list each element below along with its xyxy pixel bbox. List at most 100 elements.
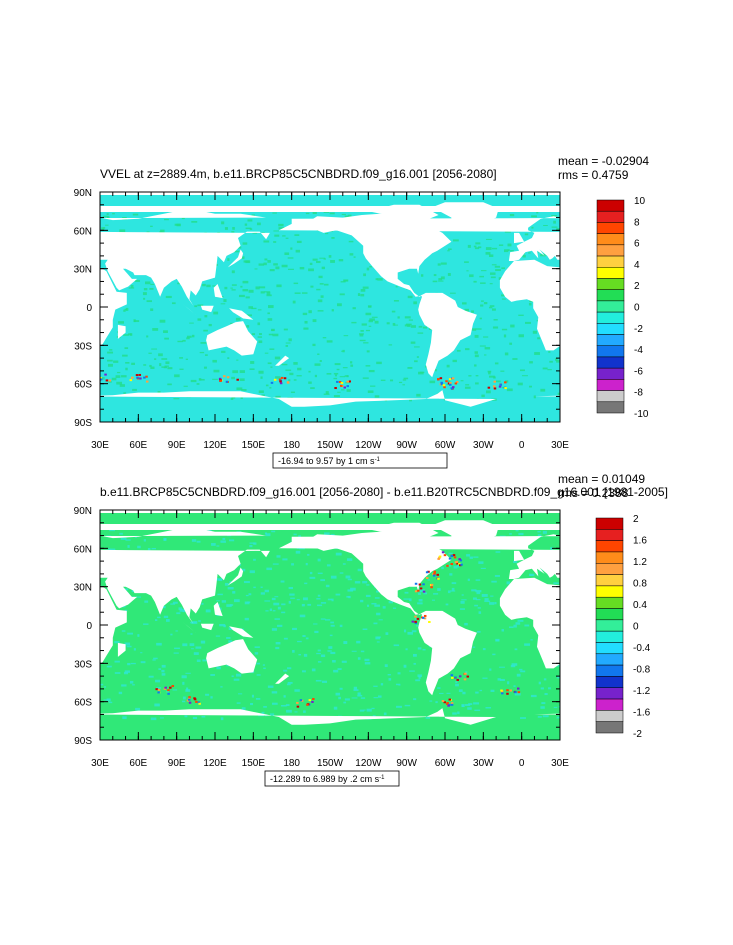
- lon-tick-label: 150E: [242, 758, 266, 769]
- texture-cell: [329, 634, 333, 637]
- texture-cell: [159, 319, 166, 323]
- anomaly-cell: [452, 386, 455, 389]
- texture-cell: [362, 581, 368, 584]
- texture-cell: [331, 309, 334, 312]
- anomaly-cell: [458, 675, 462, 678]
- texture-cell: [131, 590, 134, 593]
- texture-cell: [228, 640, 233, 643]
- land-mask: [578, 643, 586, 657]
- texture-cell: [540, 253, 546, 257]
- texture-cell: [170, 603, 176, 605]
- colorbar-swatch: [596, 289, 625, 302]
- texture-cell: [494, 602, 497, 605]
- texture-cell: [267, 260, 271, 263]
- texture-cell: [312, 258, 318, 261]
- texture-cell: [281, 264, 288, 268]
- texture-cell: [176, 612, 181, 615]
- texture-cell: [275, 395, 281, 398]
- texture-cell: [301, 603, 305, 607]
- colorbar-swatch: [595, 585, 624, 598]
- land-mask: [688, 568, 703, 586]
- texture-cell: [210, 674, 216, 676]
- texture-cell: [107, 363, 113, 367]
- anomaly-cell: [197, 701, 201, 704]
- land-mask: [100, 526, 270, 624]
- texture-cell: [280, 580, 285, 583]
- texture-cell: [393, 324, 399, 326]
- texture-cell: [360, 697, 366, 699]
- texture-cell: [468, 375, 472, 377]
- texture-cell: [475, 375, 479, 377]
- texture-cell: [413, 301, 417, 305]
- texture-cell: [308, 310, 312, 314]
- texture-cell: [320, 654, 326, 658]
- texture-cell: [320, 295, 324, 298]
- texture-cell: [478, 561, 484, 564]
- texture-cell: [456, 349, 461, 352]
- texture-cell: [325, 391, 329, 395]
- texture-cell: [174, 374, 180, 378]
- texture-cell: [278, 223, 284, 227]
- texture-cell: [161, 358, 168, 360]
- texture-cell: [467, 707, 472, 710]
- anomaly-cell: [143, 376, 146, 379]
- texture-cell: [425, 716, 431, 719]
- texture-cell: [196, 383, 200, 385]
- texture-cell: [224, 286, 228, 290]
- texture-cell: [521, 375, 528, 377]
- texture-cell: [112, 213, 115, 215]
- texture-cell: [275, 266, 280, 270]
- texture-cell: [204, 314, 208, 318]
- lon-tick-label: 120E: [203, 758, 227, 769]
- texture-cell: [172, 689, 178, 691]
- texture-cell: [281, 363, 288, 366]
- texture-cell: [509, 342, 513, 345]
- texture-cell: [352, 307, 356, 310]
- colorbar-swatch: [596, 323, 625, 335]
- texture-cell: [269, 348, 275, 350]
- texture-cell: [504, 231, 511, 233]
- land-mask: [0, 390, 36, 422]
- texture-cell: [273, 263, 278, 266]
- anomaly-cell: [416, 617, 420, 620]
- anomaly-cell: [464, 672, 467, 675]
- lat-tick-label: 60N: [74, 226, 92, 237]
- texture-cell: [302, 635, 306, 637]
- texture-cell: [212, 378, 218, 380]
- texture-cell: [133, 648, 136, 651]
- texture-cell: [212, 285, 217, 287]
- panel-title: VVEL at z=2889.4m, b.e11.BRCP85C5CNBDRD.…: [100, 167, 497, 181]
- texture-cell: [540, 706, 545, 709]
- anomaly-cell: [441, 551, 445, 554]
- colorbar-swatch: [595, 642, 624, 655]
- texture-cell: [505, 380, 509, 383]
- texture-cell: [338, 259, 344, 262]
- texture-cell: [273, 602, 280, 606]
- texture-cell: [371, 602, 377, 605]
- texture-cell: [360, 289, 366, 292]
- texture-cell: [368, 369, 375, 373]
- texture-cell: [538, 681, 541, 685]
- texture-cell: [204, 354, 208, 356]
- anomaly-cell: [517, 691, 521, 694]
- texture-cell: [475, 691, 479, 694]
- texture-cell: [378, 619, 383, 621]
- texture-cell: [260, 586, 263, 588]
- texture-cell: [237, 246, 242, 249]
- lon-tick-label: 30E: [551, 758, 569, 769]
- texture-cell: [317, 572, 323, 575]
- texture-cell: [182, 339, 186, 342]
- map-panel-1: 90N 60N 30N 0 30S 60S 90S 30E 60E 90E 120E 150E 180 1…: [0, 154, 649, 469]
- texture-cell: [116, 381, 123, 385]
- texture-cell: [489, 375, 495, 378]
- texture-cell: [474, 354, 479, 358]
- anomaly-cell: [450, 702, 454, 705]
- texture-cell: [384, 664, 388, 668]
- texture-cell: [550, 547, 554, 550]
- texture-cell: [374, 597, 380, 599]
- texture-cell: [130, 284, 134, 288]
- texture-cell: [530, 694, 537, 698]
- texture-cell: [249, 368, 255, 370]
- texture-cell: [473, 245, 477, 248]
- texture-cell: [481, 300, 484, 302]
